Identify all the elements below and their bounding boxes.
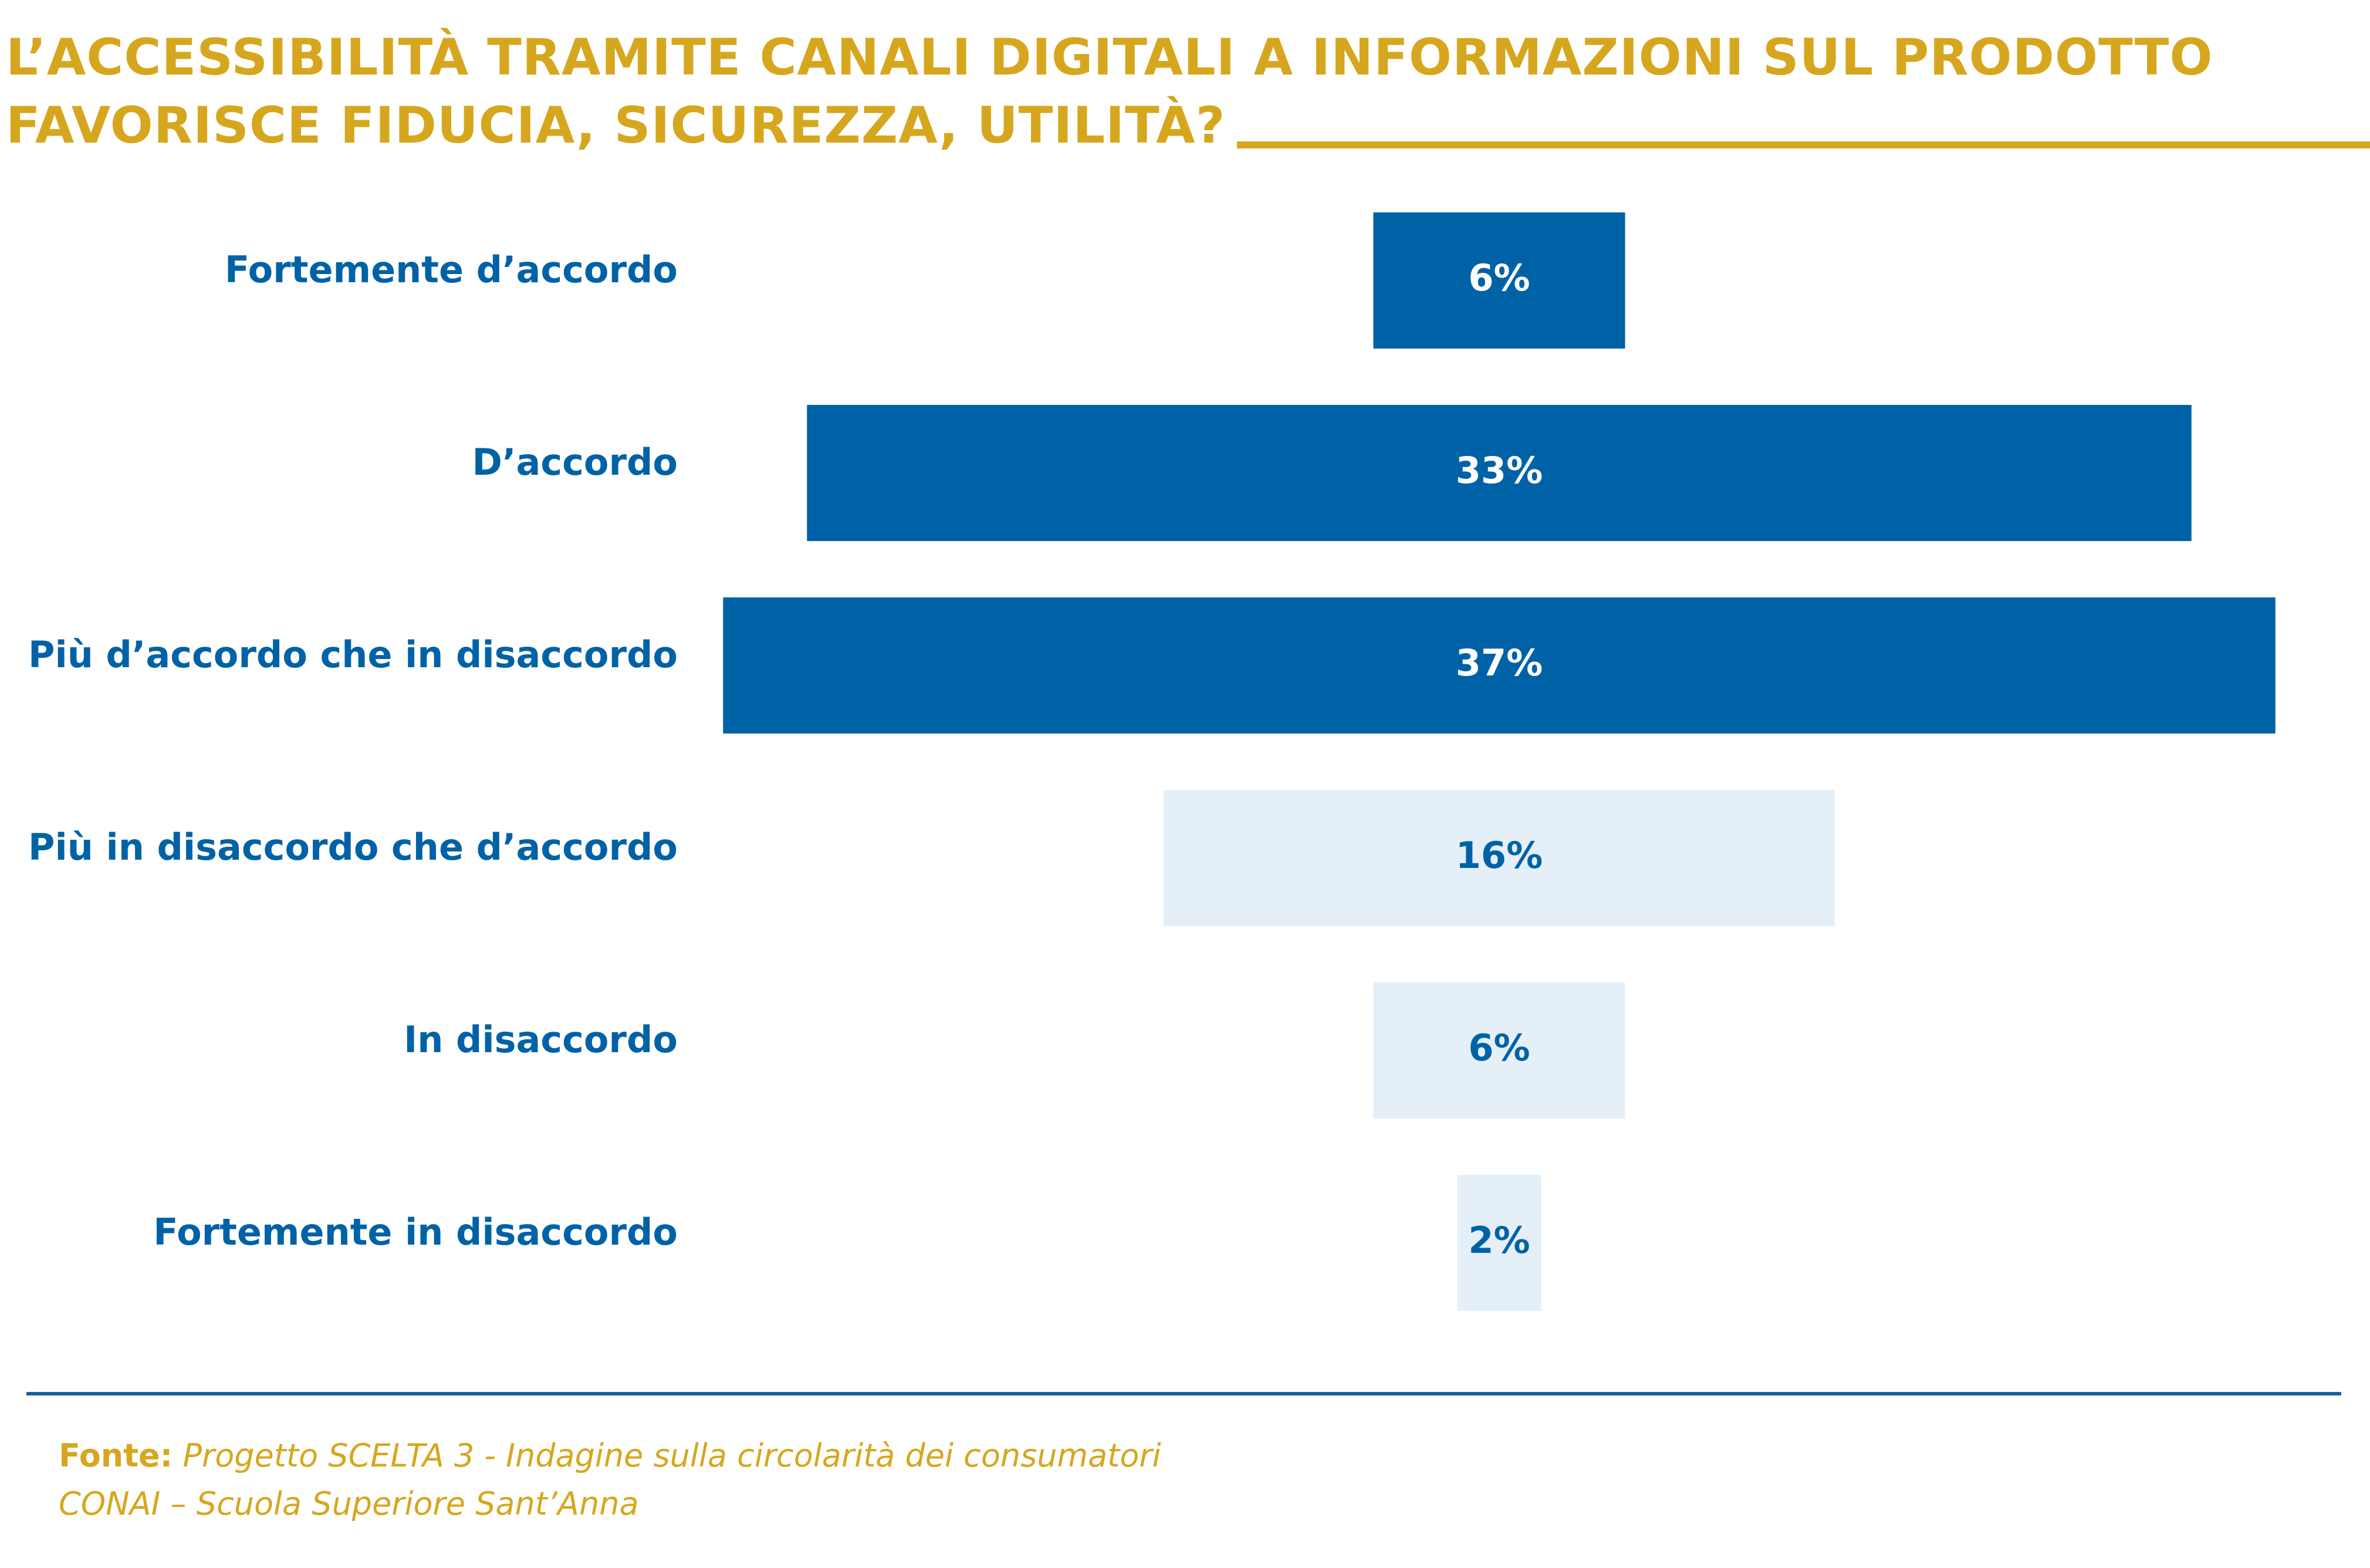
- value-label-6: 2%: [1468, 1219, 1530, 1262]
- value-label-5: 6%: [1468, 1026, 1530, 1069]
- value-label-3: 37%: [1456, 641, 1543, 684]
- bar-4: [1164, 790, 1835, 926]
- category-label-6: Fortemente in disaccordo: [153, 1211, 678, 1253]
- category-label-1: Fortemente d’accordo: [225, 248, 678, 291]
- chart-title-line-1: L’ACCESSIBILITÀ TRAMITE CANALI DIGITALI …: [6, 28, 2213, 87]
- bar-5: [1373, 982, 1625, 1118]
- category-label-5: In disaccordo: [404, 1018, 678, 1061]
- source-text: Progetto SCELTA 3 - Indagine sulla circo…: [182, 1437, 1161, 1474]
- source-note: Fonte: Progetto SCELTA 3 - Indagine sull…: [59, 1432, 1161, 1528]
- value-label-4: 16%: [1456, 834, 1543, 877]
- category-label-4: Più in disaccordo che d’accordo: [28, 826, 678, 869]
- chart-title-line-2: FAVORISCE FIDUCIA, SICUREZZA, UTILITÀ?: [6, 96, 1226, 155]
- source-line-2: CONAI – Scuola Superiore Sant’Anna: [59, 1485, 639, 1522]
- bar-chart: Fortemente d’accordo 6% D’accordo 33% Più d’…: [28, 212, 2276, 1311]
- value-label-2: 33%: [1456, 449, 1543, 492]
- category-label-3: Più d’accordo che in disaccordo: [28, 633, 678, 676]
- bar-2: [807, 405, 2192, 541]
- footer-divider: [26, 1392, 2341, 1395]
- bar-3: [723, 597, 2276, 734]
- chart-title: L’ACCESSIBILITÀ TRAMITE CANALI DIGITALI …: [6, 23, 2213, 160]
- title-underline: [1237, 141, 2370, 148]
- bar-1: [1373, 212, 1625, 349]
- source-label: Fonte:: [59, 1437, 173, 1474]
- bar-6: [1457, 1175, 1541, 1311]
- value-label-1: 6%: [1468, 256, 1530, 299]
- category-label-2: D’accordo: [472, 441, 678, 484]
- source-line-1: Fonte: Progetto SCELTA 3 - Indagine sull…: [59, 1432, 1161, 1480]
